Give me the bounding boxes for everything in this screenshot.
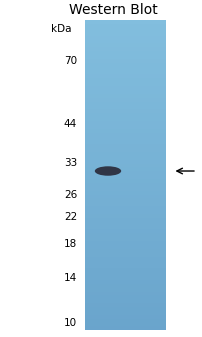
Bar xyxy=(85,117,166,121)
Bar xyxy=(85,222,166,226)
Bar xyxy=(85,202,166,206)
Bar xyxy=(85,40,166,43)
Text: Western Blot: Western Blot xyxy=(69,3,157,17)
Bar xyxy=(85,79,166,82)
Bar xyxy=(85,144,166,148)
Text: 31kDa: 31kDa xyxy=(200,164,202,178)
Bar xyxy=(85,206,166,210)
Bar xyxy=(85,113,166,117)
Bar xyxy=(85,74,166,79)
Bar xyxy=(85,32,166,36)
Bar xyxy=(85,133,166,136)
Text: 26: 26 xyxy=(64,190,77,200)
Bar xyxy=(85,295,166,299)
Bar xyxy=(85,183,166,187)
Bar xyxy=(85,67,166,70)
Ellipse shape xyxy=(94,166,121,176)
Bar xyxy=(85,288,166,292)
Bar xyxy=(85,156,166,160)
Bar xyxy=(85,229,166,233)
Bar xyxy=(85,272,166,276)
Bar xyxy=(85,257,166,261)
Bar xyxy=(85,233,166,237)
Bar xyxy=(85,245,166,249)
Bar xyxy=(85,191,166,195)
Bar xyxy=(85,311,166,315)
Bar xyxy=(85,98,166,102)
Bar xyxy=(85,63,166,67)
Bar xyxy=(85,167,166,172)
Bar xyxy=(85,47,166,51)
Bar xyxy=(85,276,166,280)
Text: 33: 33 xyxy=(64,158,77,167)
Bar xyxy=(85,94,166,98)
Bar xyxy=(85,24,166,28)
Bar xyxy=(85,323,166,326)
Bar xyxy=(85,218,166,222)
Bar xyxy=(85,241,166,245)
Bar xyxy=(85,82,166,86)
Bar xyxy=(85,226,166,229)
Bar xyxy=(85,55,166,59)
Bar xyxy=(85,303,166,307)
Text: 22: 22 xyxy=(64,212,77,222)
Text: 44: 44 xyxy=(64,119,77,129)
Bar xyxy=(85,175,166,179)
Bar xyxy=(85,237,166,241)
Bar xyxy=(85,264,166,268)
Bar xyxy=(85,179,166,183)
Bar xyxy=(85,171,166,175)
Bar xyxy=(85,152,166,156)
Bar xyxy=(85,141,166,144)
Bar xyxy=(85,280,166,284)
Bar xyxy=(85,299,166,303)
Bar xyxy=(85,319,166,323)
Bar xyxy=(85,110,166,113)
Bar xyxy=(85,28,166,32)
Bar xyxy=(85,105,166,109)
Bar xyxy=(85,198,166,202)
Text: 14: 14 xyxy=(64,273,77,283)
Bar xyxy=(85,125,166,129)
Bar xyxy=(85,315,166,319)
Bar xyxy=(85,187,166,191)
Bar xyxy=(85,194,166,198)
Text: 10: 10 xyxy=(64,318,77,328)
Bar xyxy=(85,326,166,330)
Bar xyxy=(85,284,166,288)
Bar xyxy=(85,268,166,272)
Bar xyxy=(85,148,166,152)
Bar xyxy=(85,249,166,253)
Bar xyxy=(85,20,166,24)
Bar xyxy=(85,136,166,140)
Bar xyxy=(85,160,166,164)
Bar xyxy=(85,261,166,264)
Bar xyxy=(85,214,166,218)
Bar xyxy=(85,90,166,94)
Bar xyxy=(85,36,166,40)
Bar xyxy=(85,129,166,133)
Bar xyxy=(85,59,166,63)
Bar xyxy=(85,253,166,257)
Bar xyxy=(85,43,166,47)
Text: 70: 70 xyxy=(64,56,77,66)
Bar xyxy=(85,71,166,74)
Bar xyxy=(85,86,166,90)
Bar xyxy=(85,121,166,125)
Bar xyxy=(85,51,166,55)
Text: kDa: kDa xyxy=(50,24,71,34)
Bar xyxy=(85,102,166,105)
Bar xyxy=(85,292,166,295)
Bar xyxy=(85,164,166,167)
Text: 18: 18 xyxy=(64,239,77,249)
Bar xyxy=(85,210,166,214)
Bar xyxy=(85,307,166,311)
